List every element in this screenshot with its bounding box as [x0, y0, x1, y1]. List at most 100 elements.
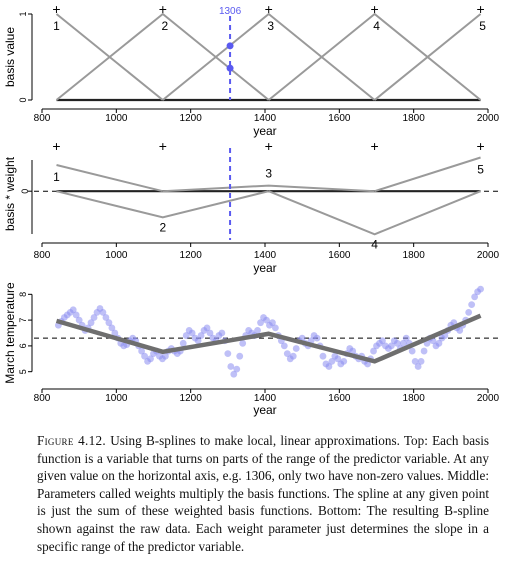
x-tick-label: 1600 [328, 113, 351, 124]
caption-text: Using B-splines to make local, linear ap… [37, 433, 490, 554]
y-tick-label: 8 [18, 292, 28, 297]
y-axis-title: March temperature [3, 282, 17, 384]
y-axis-title: basis value [3, 27, 17, 87]
data-point [236, 352, 244, 360]
data-point [90, 314, 98, 321]
data-point [387, 342, 395, 350]
data-point [72, 311, 80, 319]
basis-line-2 [55, 12, 270, 101]
data-point [313, 334, 321, 342]
weighted-basis-line-2 [56, 190, 269, 219]
x-tick-label: 1000 [105, 250, 128, 261]
x-tick-label: 2000 [477, 250, 500, 261]
data-point [203, 324, 211, 332]
data-point [349, 347, 357, 355]
basis-line-3 [162, 12, 376, 101]
data-point [227, 363, 235, 370]
data-point [420, 347, 428, 355]
data-point [239, 339, 247, 347]
weighted-basis-line-5 [374, 156, 481, 193]
data-point [402, 334, 410, 342]
data-point [138, 347, 146, 355]
data-point [194, 337, 202, 345]
y-tick-label: 0 [20, 189, 30, 194]
marker-intersection-point [226, 64, 234, 72]
data-point [435, 339, 443, 347]
x-tick-label: 1400 [254, 393, 277, 404]
knot-plus-marker: + [265, 1, 273, 17]
data-point [147, 355, 154, 363]
x-tick-label: 1800 [403, 250, 426, 261]
x-axis-title: year [253, 261, 276, 275]
knot-plus-marker: + [159, 1, 167, 17]
y-tick-label: 6 [18, 343, 28, 348]
b-spline-fit-line [55, 313, 482, 364]
data-point [468, 301, 476, 309]
data-point [399, 339, 407, 347]
basis-label: 2 [161, 19, 168, 33]
data-point [161, 352, 169, 360]
data-point [254, 327, 261, 334]
weighted-basis-label: 1 [53, 170, 60, 184]
data-point [224, 350, 232, 358]
data-point [102, 314, 110, 321]
data-point [456, 327, 464, 334]
data-point [408, 347, 416, 355]
data-point [197, 332, 205, 339]
year-marker-label: 1306 [219, 6, 242, 17]
y-tick-label: 1 [18, 11, 28, 16]
x-tick-label: 2000 [477, 393, 500, 404]
x-tick-label: 1600 [328, 393, 351, 404]
x-axis-title: year [253, 124, 276, 138]
x-tick-label: 1200 [180, 113, 203, 124]
data-point [87, 319, 95, 327]
weighted-basis-label: 2 [159, 220, 166, 234]
x-tick-label: 2000 [477, 113, 500, 124]
x-tick-label: 1800 [403, 393, 426, 404]
caption-label: Figure 4.12. [37, 433, 107, 448]
x-tick-label: 1400 [254, 113, 277, 124]
data-point [272, 324, 279, 332]
basis-label: 3 [267, 19, 274, 33]
knot-plus-marker: + [476, 138, 484, 154]
x-tick-label: 1200 [180, 250, 203, 261]
data-point [188, 329, 196, 337]
x-tick-label: 1200 [180, 393, 203, 404]
data-point [283, 350, 291, 358]
weighted-basis-label: 5 [477, 162, 484, 176]
basis-line-5 [374, 13, 482, 101]
data-point [182, 332, 190, 339]
panel-basis-functions: 800 1000 1200 1400 1600 1800 2000 year 0 1 basis v… [3, 1, 500, 138]
data-point [319, 352, 327, 360]
data-point [75, 316, 83, 324]
data-point [269, 319, 276, 327]
knot-plus-marker: + [52, 1, 60, 17]
data-point [105, 319, 113, 327]
x-tick-label: 1000 [105, 113, 128, 124]
data-point [69, 306, 77, 314]
data-point [280, 342, 288, 350]
weighted-basis-label: 4 [371, 237, 378, 251]
weighted-basis-label: 3 [265, 167, 272, 181]
data-point [370, 347, 377, 355]
basis-label: 5 [479, 19, 486, 33]
data-point [328, 357, 336, 365]
knot-plus-marker: + [371, 1, 379, 17]
data-point [141, 352, 148, 360]
data-point [218, 329, 226, 337]
data-point [108, 324, 116, 332]
weighted-basis-line-4 [268, 190, 481, 236]
data-point [325, 363, 333, 370]
data-point [292, 345, 300, 352]
data-point [206, 329, 214, 337]
weighted-basis-line-3 [162, 184, 375, 193]
data-point [379, 337, 386, 345]
data-point [99, 308, 107, 316]
y-tick-label: 0 [18, 97, 28, 102]
knot-plus-marker: + [371, 138, 379, 154]
x-tick-label: 800 [34, 250, 51, 261]
knot-plus-marker: + [52, 138, 60, 154]
panel-spline-fit: 800 1000 1200 1400 1600 1800 2000 year 5 6 7 8March… [3, 282, 500, 417]
y-axis-title: basis * weight [3, 156, 17, 231]
